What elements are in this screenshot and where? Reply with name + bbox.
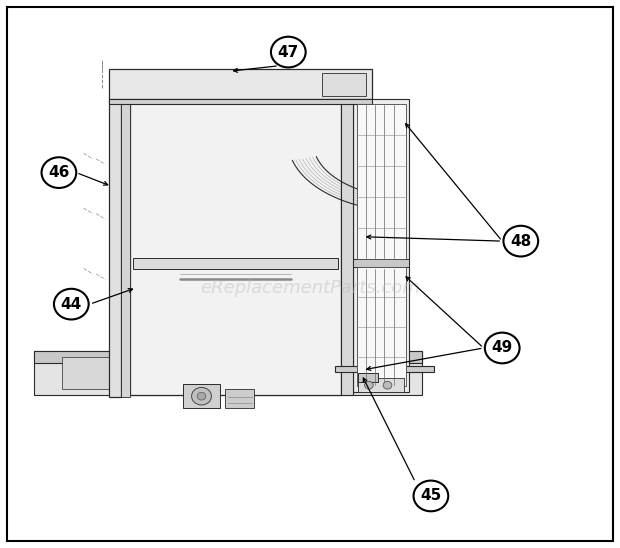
Polygon shape [353,259,409,267]
Polygon shape [356,104,406,259]
Polygon shape [358,378,404,392]
Polygon shape [133,258,338,269]
Polygon shape [108,99,121,397]
Circle shape [192,387,211,405]
Text: 44: 44 [61,296,82,312]
Polygon shape [108,68,372,99]
Circle shape [365,381,373,389]
Polygon shape [130,99,341,395]
Text: 47: 47 [278,44,299,60]
Text: 45: 45 [420,488,441,504]
Polygon shape [341,99,353,395]
Circle shape [271,37,306,67]
Polygon shape [356,267,406,386]
Polygon shape [34,351,422,363]
Polygon shape [353,99,409,392]
Polygon shape [335,366,434,372]
Circle shape [485,333,520,363]
Polygon shape [108,99,372,104]
Circle shape [197,392,206,400]
Circle shape [54,289,89,319]
Polygon shape [121,99,130,397]
Polygon shape [322,73,366,96]
Text: eReplacementParts.com: eReplacementParts.com [200,279,420,296]
Polygon shape [62,357,384,389]
Polygon shape [293,157,392,211]
Circle shape [414,481,448,511]
Circle shape [383,381,392,389]
Polygon shape [225,389,254,408]
Text: 48: 48 [510,233,531,249]
Circle shape [42,157,76,188]
Polygon shape [183,384,220,408]
Text: 49: 49 [492,340,513,356]
Polygon shape [34,351,422,395]
Polygon shape [366,355,403,392]
Polygon shape [358,373,378,382]
Circle shape [503,226,538,256]
Text: 46: 46 [48,165,69,180]
